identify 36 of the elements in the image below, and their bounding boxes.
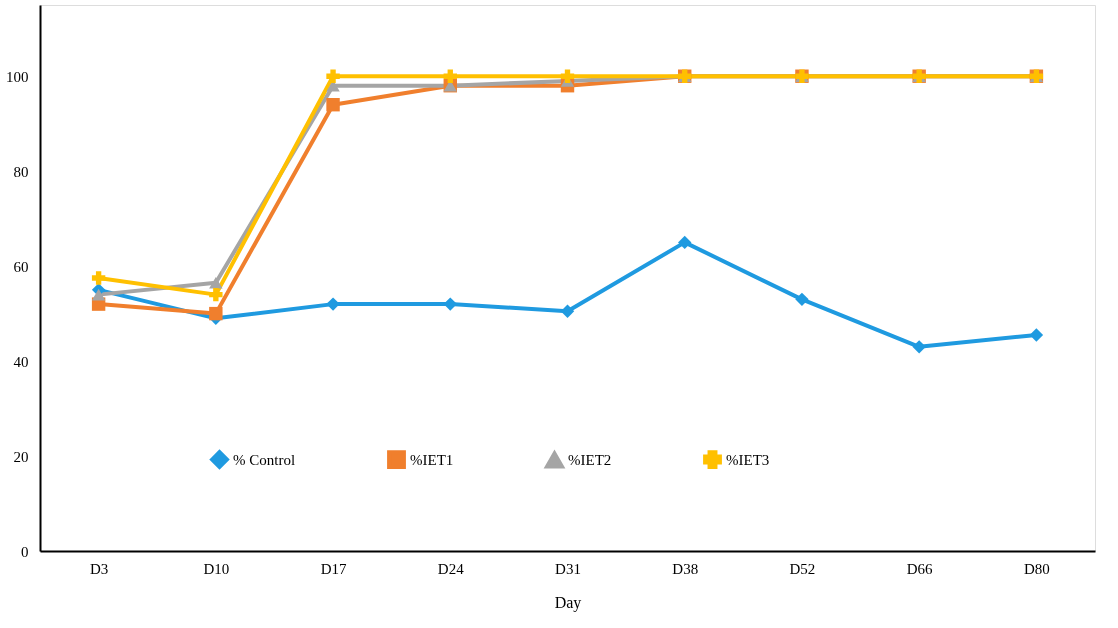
x-tick-label: D24 xyxy=(437,560,465,577)
point xyxy=(443,297,457,311)
y-tick-label: 20 xyxy=(13,448,29,465)
point xyxy=(326,69,340,83)
x-tick-label: D38 xyxy=(672,560,699,577)
point xyxy=(209,287,223,302)
y-tick-label: 0 xyxy=(21,543,29,560)
legend-label: %IET2 xyxy=(568,452,612,469)
x-tick-label: D52 xyxy=(789,560,816,577)
x-tick-label: D10 xyxy=(203,560,230,577)
point xyxy=(560,304,575,318)
x-tick-label: D80 xyxy=(1023,560,1050,577)
legend-label: %IET1 xyxy=(410,451,454,468)
point xyxy=(326,297,340,311)
point xyxy=(209,306,223,321)
y-tick-label: 40 xyxy=(13,353,29,370)
x-axis-title: Day xyxy=(554,593,582,612)
y-tick-label: 100 xyxy=(6,68,29,85)
x-tick-label: D66 xyxy=(906,560,934,577)
legend-label: % Control xyxy=(233,451,296,468)
x-tick-label: D17 xyxy=(320,560,347,577)
y-tick-label: 60 xyxy=(13,258,29,275)
x-tick-label: D31 xyxy=(555,560,581,577)
point xyxy=(912,340,926,354)
point xyxy=(1029,328,1044,342)
y-tick-label: 80 xyxy=(13,163,29,180)
point xyxy=(443,69,457,83)
x-tick-label: D3 xyxy=(89,560,109,577)
legend-label: %IET3 xyxy=(726,451,770,468)
point xyxy=(326,98,340,112)
point xyxy=(209,276,223,289)
point xyxy=(91,288,106,301)
point xyxy=(560,69,575,83)
point xyxy=(795,292,809,307)
point xyxy=(91,271,106,285)
point xyxy=(678,235,692,250)
